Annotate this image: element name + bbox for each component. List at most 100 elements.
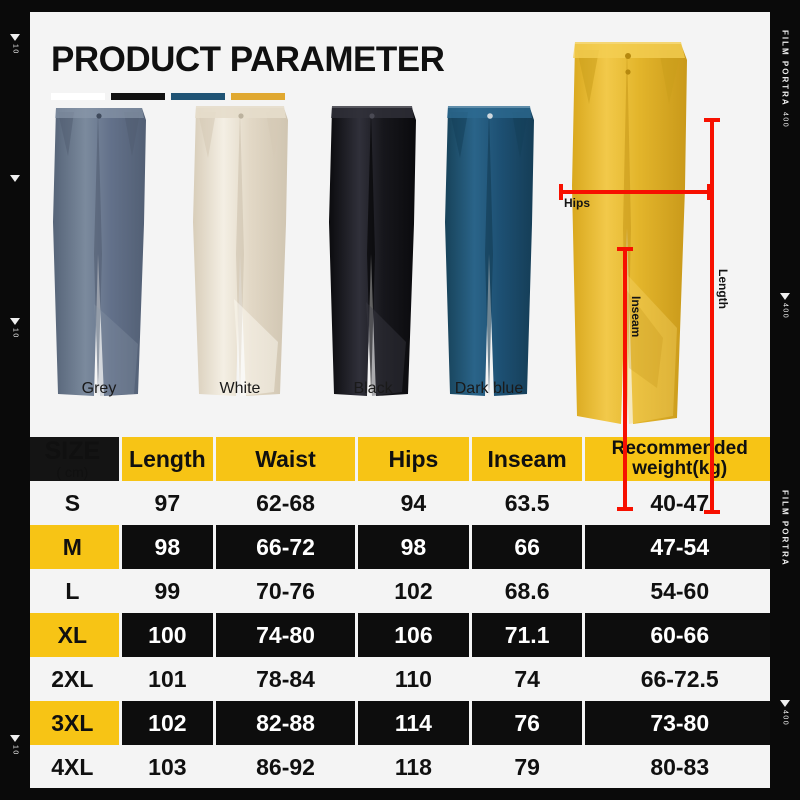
film-iso-label: 400 [781,112,789,129]
triangle-icon [780,700,790,707]
header-inseam: Inseam [470,437,586,481]
cell-waist: 70-76 [214,569,359,613]
table-row: 3XL 102 82-88 114 76 73-80 [26,701,774,745]
product-label-black: Black [353,380,393,397]
product-yellow-measured[interactable] [559,38,699,428]
film-brand-bottom: FILM PORTRA [781,490,790,567]
film-edge-right: FILM PORTRA 400 400 FILM PORTRA 400 [770,0,800,800]
table-row: M 98 66-72 98 66 47-54 [26,525,774,569]
table-header: SIZE ( cm) Length Waist Hips Inseam Reco… [26,437,774,481]
cell-size: 2XL [26,657,122,701]
pants-illustration [193,106,288,396]
film-iso-label: 400 [781,303,789,320]
cell-inseam: 74 [470,657,586,701]
film-frame-marker-mid [10,175,20,182]
header-hips: Hips [356,437,472,481]
header: PRODUCT PARAMETER [26,12,774,100]
cell-inseam: 76 [470,701,586,745]
cell-size: 3XL [26,701,122,745]
film-iso-marker-mid: 400 [780,293,790,319]
cell-weight: 54-60 [583,569,774,613]
cell-length: 102 [120,701,216,745]
table-header-row: SIZE ( cm) Length Waist Hips Inseam Reco… [26,437,774,481]
header-recommended-weight: Recommended weight(kg) [583,437,774,481]
cell-inseam: 71.1 [470,613,586,657]
film-frame-marker-bottom: 10 [10,735,20,756]
hips-line [559,190,711,194]
triangle-icon [10,34,20,41]
table-row: L 99 70-76 102 68.6 54-60 [26,569,774,613]
cell-waist: 62-68 [214,481,359,525]
cell-length: 101 [120,657,216,701]
inseam-cap-bottom [617,507,633,511]
inseam-cap-top [617,247,633,251]
header-waist: Waist [214,437,359,481]
film-edge-left: 10 10 10 [0,0,30,800]
cell-size: M [26,525,122,569]
product-dark-blue[interactable]: Dark blue [424,104,554,400]
cell-waist: 86-92 [214,745,359,788]
product-label-white: White [219,380,261,397]
measurement-overlay: Length Hips Inseam [26,104,774,514]
cell-hips: 106 [356,613,472,657]
cell-size: L [26,569,122,613]
cell-length: 103 [120,745,216,788]
film-iso-marker-bottom: 400 [780,700,790,726]
film-frame-number: 10 [11,328,19,339]
cell-inseam: 66 [470,525,586,569]
cell-weight: 40-47 [583,481,774,525]
film-iso-top: 400 [782,112,789,128]
color-swatch-bar [51,93,774,100]
cell-length: 99 [120,569,216,613]
product-label-dark-blue: Dark blue [454,380,524,397]
cell-size: 4XL [26,745,122,788]
table-row: 2XL 101 78-84 110 74 66-72.5 [26,657,774,701]
cell-weight: 47-54 [583,525,774,569]
cell-inseam: 63.5 [470,481,586,525]
table-body: S 97 62-68 94 63.5 40-47 M 98 66-72 98 6… [26,481,774,788]
cell-hips: 110 [356,657,472,701]
product-grey[interactable]: Grey [34,104,164,400]
pants-illustration [445,106,534,396]
cell-hips: 98 [356,525,472,569]
cell-waist: 74-80 [214,613,359,657]
cell-size: XL [26,613,122,657]
cell-weight: 80-83 [583,745,774,788]
pants-illustration [572,42,687,424]
inseam-line [623,247,627,511]
cell-waist: 66-72 [214,525,359,569]
cell-weight: 60-66 [583,613,774,657]
film-frame-number: 10 [11,44,19,55]
cell-hips: 114 [356,701,472,745]
cell-hips: 102 [356,569,472,613]
film-brand-label: FILM PORTRA [780,490,790,567]
film-frame-number: 10 [11,745,19,756]
hips-cap-right [707,184,711,200]
cell-weight: 73-80 [583,701,774,745]
triangle-icon [10,735,20,742]
triangle-icon [10,175,20,182]
header-size: SIZE ( cm) [26,437,122,481]
cell-length: 100 [120,613,216,657]
size-chart-table: SIZE ( cm) Length Waist Hips Inseam Reco… [26,437,774,788]
pants-illustration [329,106,416,396]
film-brand-top: FILM PORTRA [781,30,790,107]
pants-illustration [53,108,146,396]
header-size-label: SIZE [44,437,101,465]
product-white[interactable]: White [174,104,306,400]
hips-label: Hips [564,196,591,210]
table-row: S 97 62-68 94 63.5 40-47 [26,481,774,525]
film-brand-label: FILM PORTRA [780,30,790,107]
table-row: 4XL 103 86-92 118 79 80-83 [26,745,774,788]
hips-cap-left [559,184,563,200]
content-card: PRODUCT PARAMETER [26,12,774,788]
cell-waist: 78-84 [214,657,359,701]
cell-size: S [26,481,122,525]
film-iso-label: 400 [781,710,789,727]
length-cap-top [704,118,720,122]
inseam-label: Inseam [629,296,643,338]
gold-swatch [231,93,285,100]
product-black[interactable]: Black [314,104,432,400]
cell-hips: 118 [356,745,472,788]
